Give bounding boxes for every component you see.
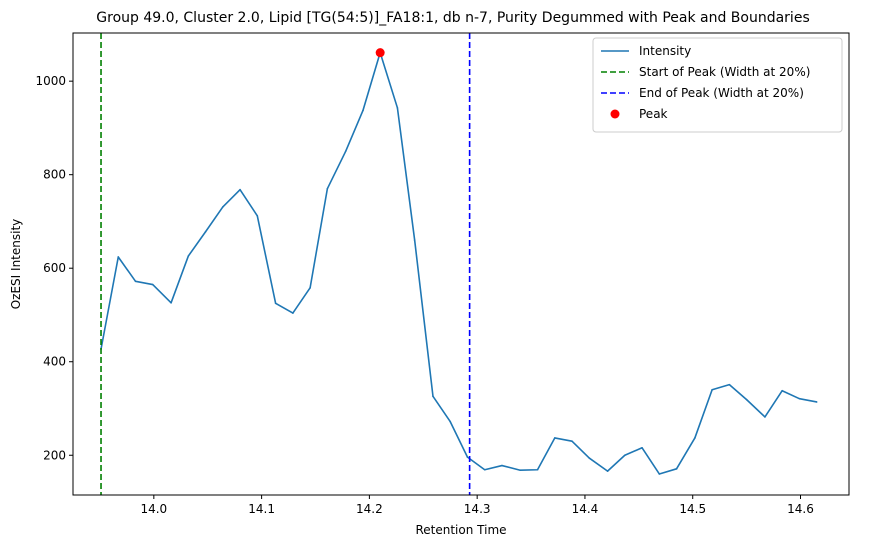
intensity-point: [501, 464, 503, 467]
legend-label: End of Peak (Width at 20%): [639, 86, 804, 100]
intensity-point: [292, 312, 294, 314]
intensity-point: [745, 398, 748, 401]
y-tick-label: 800: [43, 168, 66, 182]
y-tick-label: 200: [43, 448, 66, 462]
intensity-point: [606, 470, 609, 472]
intensity-point: [658, 473, 661, 475]
intensity-point: [344, 150, 347, 153]
legend-item: Start of Peak (Width at 20%): [601, 65, 810, 79]
intensity-point: [764, 416, 766, 418]
intensity-point: [641, 446, 643, 449]
intensity-point: [151, 283, 154, 286]
intensity-point: [675, 468, 678, 470]
legend: Intensity Start of Peak (Width at 20%) End…: [592, 37, 843, 133]
x-tick-label: 14.3: [464, 502, 491, 516]
legend-label: Intensity: [639, 44, 691, 58]
legend-item: Intensity: [601, 44, 691, 58]
legend-label: Peak: [639, 107, 668, 121]
y-axis: 200 400 600 800 1000: [35, 74, 73, 462]
intensity-point: [170, 302, 172, 304]
intensity-point: [728, 383, 731, 386]
legend-box: [592, 37, 843, 133]
intensity-point: [588, 457, 591, 459]
y-tick-label: 1000: [35, 74, 66, 88]
plot-frame: [72, 32, 850, 496]
intensity-point: [553, 437, 556, 439]
chart-title: Group 49.0, Cluster 2.0, Lipid [TG(54:5)…: [96, 10, 809, 26]
x-tick-label: 14.5: [679, 502, 706, 516]
intensity-point: [483, 468, 486, 471]
intensity-point: [396, 107, 399, 109]
intensity-point: [466, 456, 469, 458]
intensity-point: [239, 188, 241, 191]
intensity-point: [519, 469, 522, 472]
intensity-point: [326, 187, 329, 190]
intensity-point: [432, 395, 434, 398]
peak-marker: [375, 48, 385, 58]
y-tick-label: 400: [43, 355, 66, 369]
intensity-point: [204, 230, 207, 233]
intensity-line: [100, 51, 817, 475]
intensity-point: [413, 239, 416, 241]
intensity-point: [187, 255, 190, 257]
x-tick-label: 14.4: [572, 502, 599, 516]
x-tick-label: 14.0: [140, 502, 167, 516]
intensity-point: [134, 280, 137, 283]
legend-marker: [610, 109, 620, 119]
y-axis-label: OzESI Intensity: [9, 219, 23, 310]
intensity-point: [815, 401, 818, 403]
legend-label: Start of Peak (Width at 20%): [639, 65, 810, 79]
y-tick-label: 600: [43, 261, 66, 275]
intensity-point: [624, 454, 626, 457]
intensity-point: [571, 440, 573, 443]
intensity-point: [536, 468, 539, 471]
intensity-point: [798, 397, 801, 400]
legend-item: Peak: [610, 107, 668, 121]
intensity-point: [449, 420, 452, 423]
intensity-point: [222, 206, 224, 208]
x-tick-label: 14.6: [787, 502, 814, 516]
x-tick-label: 14.2: [356, 502, 383, 516]
x-tick-label: 14.1: [248, 502, 275, 516]
x-axis: 14.0 14.1 14.2 14.3 14.4 14.5 14.6: [140, 495, 814, 516]
intensity-point: [309, 287, 311, 289]
intensity-point: [362, 109, 364, 112]
legend-item: End of Peak (Width at 20%): [601, 86, 804, 100]
intensity-point: [256, 215, 259, 217]
intensity-point: [694, 437, 696, 439]
intensity-point: [711, 388, 713, 391]
plot-area: [100, 33, 818, 495]
intensity-point: [274, 302, 277, 305]
intensity-point: [117, 256, 120, 258]
intensity-point: [781, 389, 783, 392]
x-axis-label: Retention Time: [415, 523, 506, 537]
